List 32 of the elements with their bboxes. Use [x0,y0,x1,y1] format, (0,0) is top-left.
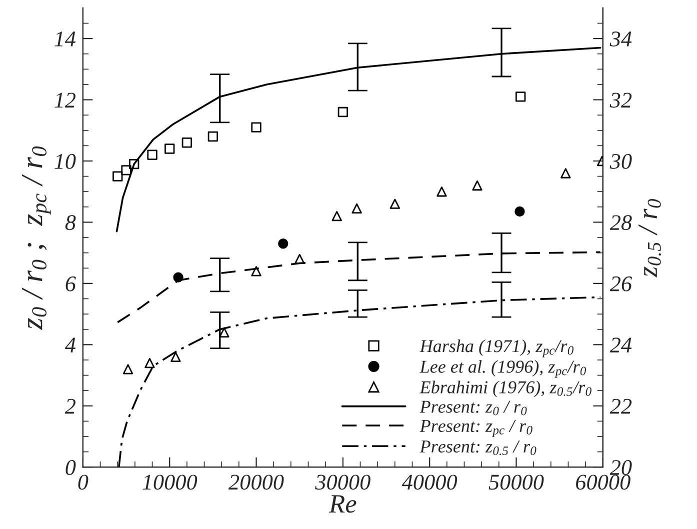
x-tick-label: 50000 [488,474,544,490]
y2-tick-label: 24 [610,338,632,352]
y2-tick-label: 34 [610,32,632,46]
x-tick-label: 10000 [142,474,198,490]
y-axis-title: z$_{0}$ / r$_{0}$ ; z$_{pc}$ / r$_{0}$ [22,146,51,330]
y-tick-label: 4 [64,338,76,352]
x-tick-label: 0 [78,474,88,490]
y-tick-label: 10 [54,154,76,169]
legend-label: Present: z$_{0}$ / r$_{0}$ [420,400,527,416]
legend-label: Present: z$_{pc}$ / r$_{0}$ [420,420,532,438]
y2-tick-label: 28 [610,215,632,230]
y-tick-label: 14 [54,32,76,46]
y-tick-label: 6 [66,276,76,292]
y-tick-label: 0 [66,460,76,476]
x-axis-title: Re [328,495,356,513]
x-tick-label: 30000 [315,474,370,490]
y2-tick-label: 20 [610,460,632,476]
legend-label: Harsha (1971), z$_{pc}$/r$_{0}$ [420,340,574,358]
y2-tick-label: 26 [610,276,632,292]
y-tick-label: 12 [54,92,76,108]
y2-tick-label: 30 [610,154,632,169]
y-tick-label: 2 [64,398,76,414]
legend-label: Present: z$_{0.5}$ / r$_{0}$ [420,440,536,456]
y2-axis-title: z$_{0.5}$ / r$_{0}$ [638,199,661,278]
x-tick-label: 20000 [228,474,284,490]
y2-tick-label: 32 [610,92,632,108]
x-tick-label: 60000 [576,474,630,490]
x-tick-label: 40000 [402,474,458,490]
legend-label: Ebrahimi (1976), z$_{0.5}$/r$_{0}$ [420,380,592,398]
y2-tick-label: 22 [610,398,632,414]
legend-label: Lee et al. (1996), z$_{pc}$/r$_{0}$ [420,360,586,378]
y-tick-label: 8 [65,215,76,230]
